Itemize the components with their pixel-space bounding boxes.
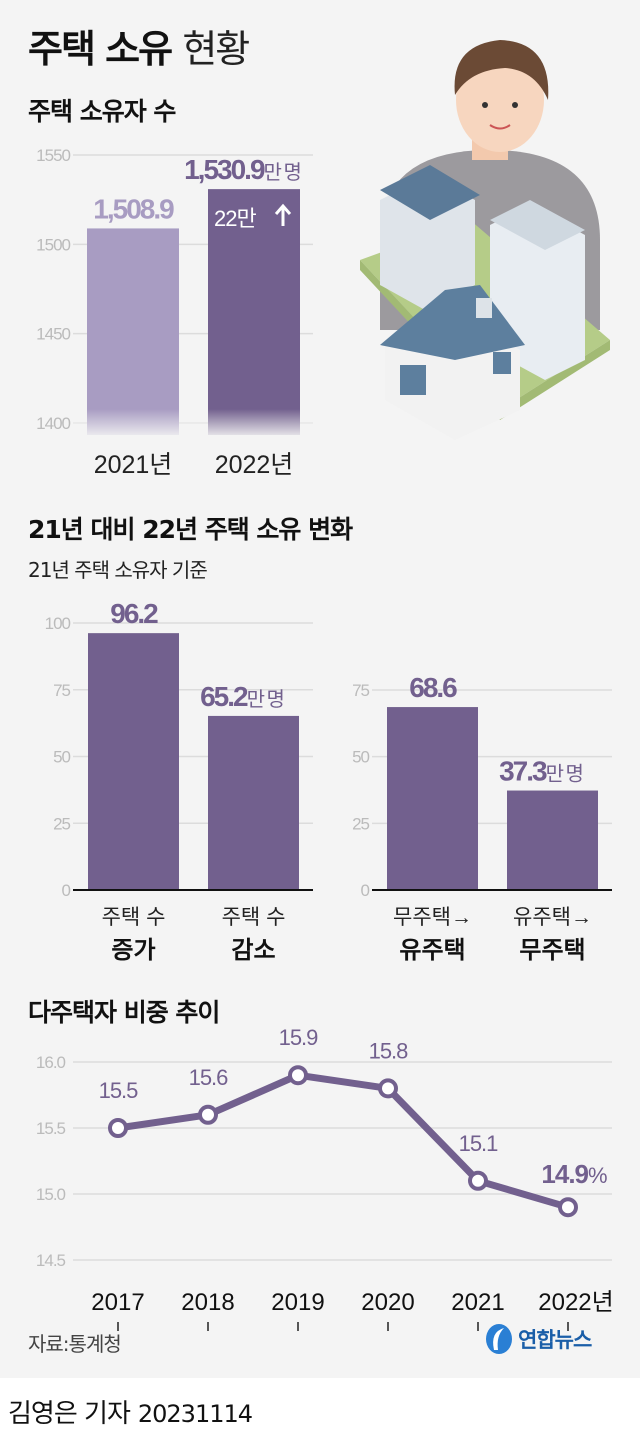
bar bbox=[208, 715, 299, 890]
x-tick-label: 2019 bbox=[271, 1289, 324, 1316]
value-label: 68.6 bbox=[409, 672, 457, 703]
value-label: 1,530.9만 명 bbox=[184, 154, 300, 185]
y-tick-label: 1550 bbox=[36, 146, 70, 165]
category-label: 2022년 bbox=[215, 451, 294, 479]
data-point bbox=[108, 1118, 128, 1138]
x-tick-label: 2021 bbox=[451, 1289, 504, 1316]
title-bold: 주택 소유 bbox=[28, 27, 173, 71]
change-annotation: 22만 bbox=[214, 206, 256, 231]
data-point bbox=[558, 1197, 578, 1218]
category-label: 주택 수 bbox=[102, 906, 166, 929]
bar bbox=[387, 707, 478, 890]
section-title-owners: 주택 소유자 수 bbox=[28, 97, 176, 126]
illustration-person-with-houses bbox=[360, 40, 610, 440]
y-tick-label: 25 bbox=[53, 814, 70, 833]
value-label: 37.3만 명 bbox=[499, 756, 582, 787]
yonhap-logo: 연합뉴스 bbox=[484, 1322, 592, 1356]
bar-fade bbox=[73, 409, 313, 439]
section-subtitle-change: 21년 주택 소유자 기준 bbox=[28, 558, 208, 582]
value-label: 15.1 bbox=[459, 1131, 499, 1156]
value-label: 15.6 bbox=[189, 1065, 229, 1090]
data-point bbox=[378, 1078, 398, 1099]
y-tick-label: 75 bbox=[53, 681, 70, 700]
value-label: 65.2만 명 bbox=[200, 681, 283, 712]
y-tick-label: 15.0 bbox=[36, 1185, 66, 1204]
y-tick-label: 14.5 bbox=[36, 1251, 66, 1270]
x-tick-label: 2017 bbox=[91, 1289, 144, 1316]
unit-label: 만 명 bbox=[264, 161, 300, 184]
yonhap-globe-icon bbox=[486, 1324, 512, 1354]
y-tick-label: 0 bbox=[361, 881, 370, 900]
category-label: 2021년 bbox=[94, 451, 173, 479]
y-tick-label: 16.0 bbox=[36, 1053, 66, 1072]
byline: 김영은 기자 20231114 bbox=[8, 1393, 253, 1430]
unit-label: 만 명 bbox=[546, 763, 582, 786]
x-tick-label: 2020 bbox=[361, 1289, 414, 1316]
y-tick-label: 25 bbox=[352, 814, 369, 833]
value-label: 15.5 bbox=[99, 1078, 139, 1103]
arrow-up-icon bbox=[274, 203, 292, 226]
category-label: 주택 수 bbox=[222, 906, 286, 929]
y-tick-label: 1400 bbox=[36, 414, 70, 433]
x-tick-label: 2022년 bbox=[538, 1289, 613, 1316]
y-tick-label: 1500 bbox=[36, 235, 70, 254]
bar bbox=[88, 633, 179, 890]
y-tick-label: 75 bbox=[352, 681, 369, 700]
logo-text: 연합뉴스 bbox=[518, 1328, 592, 1352]
y-tick-label: 100 bbox=[45, 614, 71, 633]
bar bbox=[208, 189, 300, 435]
y-tick-label: 50 bbox=[53, 748, 70, 767]
y-tick-label: 0 bbox=[62, 881, 71, 900]
title-light: 현황 bbox=[182, 27, 250, 71]
category-label-bold: 감소 bbox=[231, 937, 275, 964]
bar bbox=[87, 228, 179, 435]
category-label-bold: 증가 bbox=[111, 937, 155, 964]
section-title-change: 21년 대비 22년 주택 소유 변화 bbox=[28, 515, 353, 544]
value-label: 14.9% bbox=[541, 1159, 607, 1189]
value-label: 96.2 bbox=[110, 598, 158, 629]
category-label: 유주택→ bbox=[513, 906, 592, 929]
bar bbox=[507, 790, 598, 890]
value-label: 1,508.9 bbox=[93, 193, 174, 224]
reporter-name: 김영은 기자 bbox=[8, 1399, 131, 1429]
section-title-multi-owner: 다주택자 비중 추이 bbox=[28, 998, 220, 1027]
publish-date: 20231114 bbox=[137, 1400, 253, 1428]
value-label: 15.8 bbox=[369, 1038, 409, 1063]
data-point bbox=[198, 1104, 218, 1125]
source-note: 자료:통계청 bbox=[28, 1332, 122, 1356]
data-point bbox=[468, 1170, 488, 1191]
x-tick-label: 2018 bbox=[181, 1289, 234, 1316]
unit-label: 만 명 bbox=[247, 688, 283, 711]
unit-label: % bbox=[588, 1163, 607, 1188]
series-line bbox=[117, 1071, 569, 1211]
y-tick-label: 1450 bbox=[36, 325, 70, 344]
category-label: 무주택→ bbox=[393, 906, 472, 929]
page-title: 주택 소유 현황 bbox=[28, 18, 250, 73]
category-label-bold: 유주택 bbox=[399, 937, 465, 964]
value-label: 15.9 bbox=[279, 1025, 319, 1050]
data-point bbox=[288, 1065, 308, 1086]
category-label-bold: 무주택 bbox=[519, 937, 585, 964]
y-tick-label: 15.5 bbox=[36, 1119, 66, 1138]
y-tick-label: 50 bbox=[352, 748, 369, 767]
